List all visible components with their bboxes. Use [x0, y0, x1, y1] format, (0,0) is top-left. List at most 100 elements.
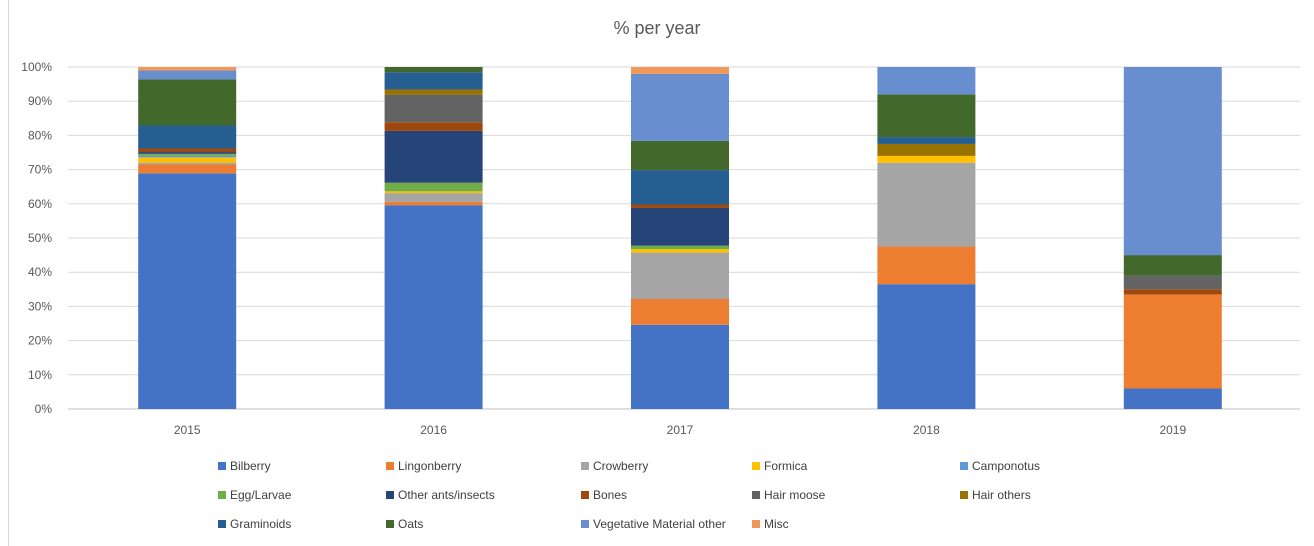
bar-segment — [384, 130, 483, 183]
bar-segment — [631, 207, 729, 246]
legend-swatch — [752, 520, 760, 528]
legend-item: Hair others — [960, 488, 1031, 502]
bar-segment — [138, 125, 237, 149]
x-tick-label: 2018 — [913, 423, 940, 437]
bar-segment — [631, 245, 729, 250]
bar-segment — [631, 140, 729, 171]
legend-swatch — [386, 520, 394, 528]
bar-segment — [631, 299, 729, 325]
bar-segment — [1123, 289, 1222, 295]
bar-segment — [384, 193, 483, 202]
x-tick-label: 2019 — [1159, 423, 1186, 437]
bar-segment — [631, 249, 729, 253]
legend-swatch — [960, 491, 968, 499]
bar-segment — [1123, 255, 1222, 276]
bar-segment — [1123, 294, 1222, 389]
legend-item: Vegetative Material other — [581, 517, 726, 531]
legend-label: Crowberry — [593, 459, 649, 473]
legend-label: Hair moose — [764, 488, 826, 502]
y-tick-label: 30% — [28, 299, 52, 313]
legend-item: Egg/Larvae — [218, 488, 291, 502]
legend-swatch — [581, 520, 589, 528]
stacked-bar-chart: 0% 10% 20% 30% 40% 50% 60% 70% 80% 90% 100% 2015 201… — [21, 60, 1300, 437]
x-tick-label: 2015 — [174, 423, 201, 437]
y-tick-label: 20% — [28, 334, 52, 348]
legend-label: Vegetative Material other — [593, 517, 726, 531]
bar-segment — [631, 73, 729, 141]
bar-segment — [384, 205, 483, 409]
legend-swatch — [218, 462, 226, 470]
legend-item: Bilberry — [218, 459, 271, 473]
legend-item: Graminoids — [218, 517, 291, 531]
legend-swatch — [752, 491, 760, 499]
legend-item: Formica — [752, 459, 807, 473]
legend-label: Formica — [764, 459, 808, 473]
bar-segment — [631, 170, 729, 205]
legend-label: Other ants/insects — [398, 488, 495, 502]
legend-label: Graminoids — [230, 517, 292, 531]
bar-segment — [877, 155, 976, 163]
bar-segment — [138, 173, 237, 409]
chart-area — [8, 0, 1307, 546]
y-tick-label: 40% — [28, 265, 52, 279]
y-tick-label: 0% — [35, 402, 53, 416]
y-tick-label: 60% — [28, 197, 52, 211]
legend-item: Misc — [752, 517, 789, 531]
y-tick-label: 80% — [28, 128, 52, 142]
legend-item: Oats — [386, 517, 423, 531]
chart-title: % per year — [613, 18, 701, 38]
legend-swatch — [752, 462, 760, 470]
bar-segment — [877, 143, 976, 156]
legend-label: Oats — [398, 517, 424, 531]
legend-label: Egg/Larvae — [230, 488, 292, 502]
bar-segment — [138, 70, 237, 80]
bar-segment — [631, 67, 729, 74]
legend-item: Bones — [581, 488, 627, 502]
legend-swatch — [386, 462, 394, 470]
bar-segment — [138, 79, 237, 126]
x-tick-label: 2016 — [420, 423, 447, 437]
bar-segment — [877, 246, 976, 285]
legend-swatch — [581, 491, 589, 499]
bar-segment — [138, 162, 237, 165]
bar-segment — [384, 191, 483, 194]
bar-segment — [631, 252, 729, 300]
legend-item: Lingonberry — [386, 459, 461, 473]
bar-segment — [631, 324, 729, 409]
legend-item: Hair moose — [752, 488, 825, 502]
bar-segment — [384, 201, 483, 206]
legend-swatch — [218, 520, 226, 528]
bar-segment — [877, 67, 976, 95]
bar-segment — [384, 89, 483, 95]
bar-segment — [138, 164, 237, 174]
bar-segment — [1123, 388, 1222, 409]
legend-swatch — [581, 462, 589, 470]
bar-segment — [877, 284, 976, 409]
bar-segment — [631, 204, 729, 208]
bar-segment — [138, 148, 237, 153]
legend-item: Camponotus — [960, 459, 1040, 473]
x-tick-label: 2017 — [667, 423, 694, 437]
bar-segment — [138, 152, 237, 154]
legend-label: Camponotus — [972, 459, 1041, 473]
bar-segment — [384, 182, 483, 192]
bar-segment — [1123, 67, 1222, 256]
chart-legend: Bilberry Lingonberry Crowberry Formica Campo… — [0, 450, 1314, 546]
y-tick-label: 10% — [28, 368, 52, 382]
y-tick-label: 100% — [21, 60, 52, 74]
legend-label: Misc — [764, 517, 789, 531]
legend-item: Crowberry — [581, 459, 648, 473]
legend-swatch — [386, 491, 394, 499]
bar-segment — [138, 67, 237, 71]
bar-segment — [877, 94, 976, 138]
bar-segment — [138, 153, 237, 156]
bar-segment — [384, 72, 483, 90]
legend-label: Bones — [593, 488, 628, 502]
bar-segment — [384, 94, 483, 123]
bar-segment — [384, 122, 483, 131]
legend-swatch — [960, 462, 968, 470]
y-tick-label: 90% — [28, 94, 52, 108]
bar-segment — [384, 67, 483, 73]
legend-swatch — [218, 491, 226, 499]
legend-item: Other ants/insects — [386, 488, 495, 502]
